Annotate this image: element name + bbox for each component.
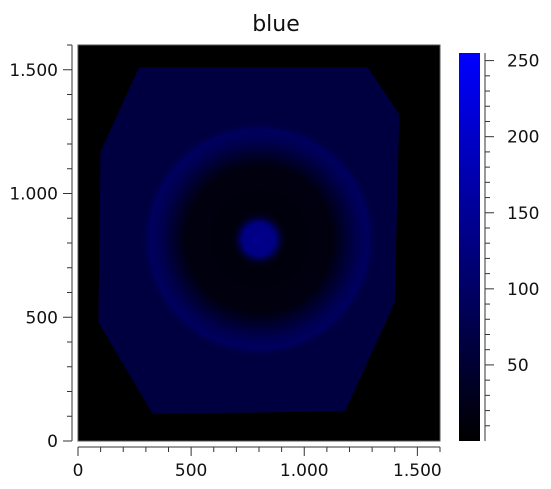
x-tick-label: 500 (175, 461, 207, 481)
x-tick-label: 0 (73, 461, 84, 481)
plot-frame (77, 44, 441, 442)
chart-title: blue (252, 12, 300, 37)
y-tick-label: 1.000 (9, 185, 58, 205)
plot-area (78, 45, 440, 441)
x-axis: 0 500 1.000 1.500 (73, 446, 442, 481)
colorbar-axis: 50 100 150 200 250 (484, 52, 539, 441)
y-tick-label: 500 (26, 308, 58, 328)
x-tick-label: 1.500 (393, 461, 442, 481)
y-tick-label: 1.500 (9, 61, 58, 81)
colorbar-tick-label: 150 (507, 204, 539, 224)
colorbar (459, 53, 480, 441)
colorbar-tick-label: 200 (507, 128, 539, 148)
x-tick-label: 1.000 (280, 461, 329, 481)
y-axis: 0 500 1.000 1.500 (9, 44, 73, 452)
colorbar-tick-label: 250 (507, 52, 539, 72)
colorbar-tick-label: 50 (507, 356, 529, 376)
colorbar-tick-label: 100 (507, 280, 539, 300)
center-spot (229, 209, 289, 269)
y-tick-label: 0 (47, 432, 58, 452)
